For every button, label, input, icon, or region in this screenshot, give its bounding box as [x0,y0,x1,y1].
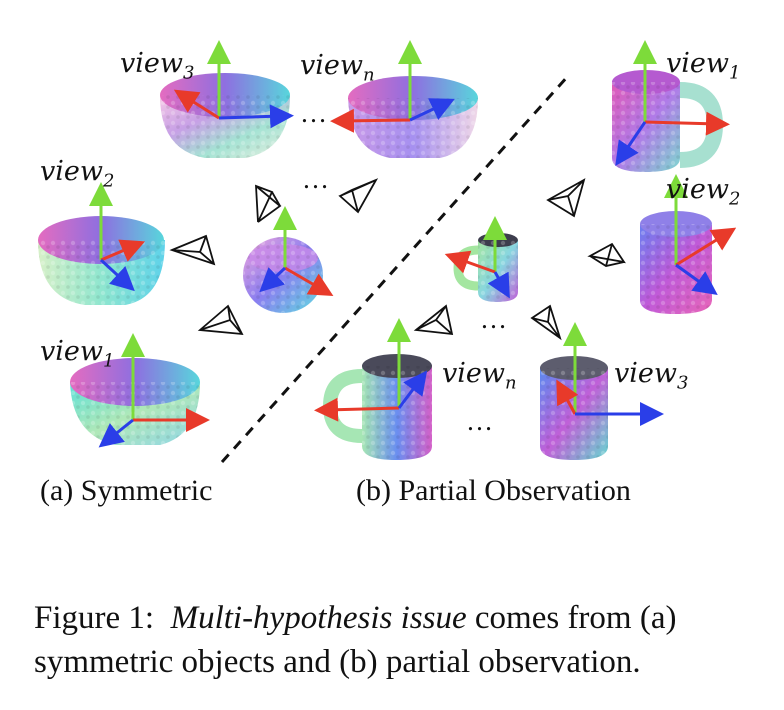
subfigure-label-b: (b) Partial Observation [356,474,631,507]
divider-dashed-line [220,74,570,464]
view-label-par-viewn: viewn [442,358,517,393]
view-label-par-view1: view1 [666,48,740,83]
bowl-view1 [70,333,210,448]
view-label-subscript: 1 [728,62,741,84]
view-label-subscript: 2 [102,170,115,192]
view-label-subscript: n [362,64,375,86]
figure-illustration [38,40,737,464]
ellipsis: … [480,304,507,334]
view-label-subscript: 2 [728,188,741,210]
bowl-view3 [160,40,294,158]
mug-view3 [540,322,664,460]
camera-icon [587,242,626,267]
view-label-text: view [666,174,729,205]
view-label-par-view3: view3 [614,358,688,393]
caption-line-2: symmetric objects and (b) partial observ… [34,644,641,680]
view-label-text: view [40,156,103,187]
caption-italic-term: Multi-hypothesis issue [170,600,467,636]
subfigure-label-a: (a) Symmetric [40,474,213,507]
view-label-text: view [614,358,677,389]
view-label-text: view [40,336,103,367]
caption-line1-rest: comes from (a) [474,600,677,636]
camera-icon [338,178,379,214]
ellipsis: … [302,164,329,194]
bowl-center [243,206,334,313]
camera-icon [255,184,282,223]
view-label-text: view [666,48,729,79]
ellipsis: … [466,406,493,436]
camera-icon [546,178,586,218]
view-label-subscript: 3 [676,372,689,394]
view-label-sym-view1: view1 [40,336,114,371]
figure-caption: Figure 1: Multi-hypothesis issue comes f… [34,596,764,684]
bowl-viewn [330,40,478,158]
view-label-sym-view3: view3 [120,48,194,83]
camera-icon [197,304,244,336]
caption-line-1: Figure 1: Multi-hypothesis issue comes f… [34,596,764,640]
view-label-text: view [300,50,363,81]
view-label-text: view [120,48,183,79]
camera-icon [530,304,562,341]
view-label-subscript: 3 [182,62,195,84]
caption-prefix: Figure 1: [34,600,155,636]
mug-view1 [612,40,730,172]
bowl-view2 [38,182,165,305]
mug-view2 [640,174,737,314]
mug-viewn [314,318,432,460]
view-label-subscript: 1 [102,350,115,372]
view-label-text: view [442,358,505,389]
view-label-sym-viewn: viewn [300,50,375,85]
view-label-sym-view2: view2 [40,156,114,191]
ellipsis: … [300,98,327,128]
camera-icon [413,304,454,336]
mug-center [444,216,518,302]
camera-icon [169,234,216,266]
view-label-subscript: n [504,372,517,394]
view-label-par-view2: view2 [666,174,740,209]
